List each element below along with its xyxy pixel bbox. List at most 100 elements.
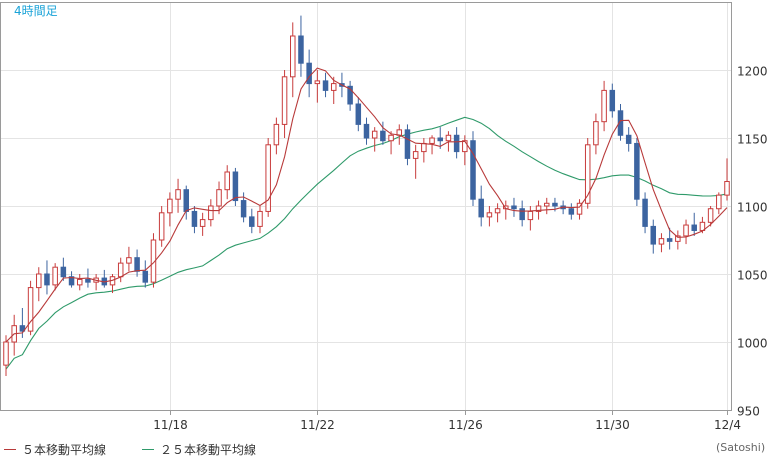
candle-body: [404, 129, 411, 159]
candle-body: [584, 144, 591, 204]
legend: ５本移動平均線 ２５本移動平均線 (Satoshi): [0, 438, 784, 462]
candle-body: [519, 208, 525, 221]
candle-body: [290, 35, 296, 78]
candle-body: [691, 224, 697, 231]
candle-body: [543, 202, 550, 207]
candle-body: [445, 134, 452, 142]
candle-body: [265, 144, 271, 212]
candle-body: [658, 238, 665, 245]
y-tick-label: 1050: [737, 269, 768, 283]
candle-body: [625, 134, 632, 144]
candle-body: [298, 35, 304, 64]
y-tick-label: 1000: [737, 337, 768, 351]
candle: [93, 274, 99, 291]
candle-body: [617, 110, 624, 136]
chart-title: 4時間足: [14, 4, 58, 18]
candle-body: [76, 278, 83, 286]
candle-body: [724, 181, 730, 196]
candle: [576, 199, 583, 220]
candle: [101, 269, 108, 288]
candle-body: [568, 208, 575, 215]
candle-body: [535, 205, 542, 212]
candle: [675, 230, 681, 250]
candle: [642, 192, 648, 234]
candle: [707, 206, 714, 227]
candle: [273, 117, 280, 155]
candle-body: [486, 212, 493, 218]
candle-body: [126, 257, 132, 264]
candle-body: [593, 121, 599, 146]
candle: [347, 80, 353, 111]
candle-body: [650, 225, 657, 245]
candle: [249, 208, 255, 234]
candle: [175, 178, 181, 213]
candle: [117, 257, 124, 283]
candle: [486, 206, 493, 227]
candle: [224, 165, 230, 200]
candle: [158, 206, 165, 247]
candle: [584, 138, 591, 209]
candle-body: [191, 210, 198, 227]
candle: [683, 219, 689, 245]
candle-body: [19, 325, 26, 332]
candle-body: [281, 76, 288, 125]
candle: [421, 138, 427, 163]
candle-body: [150, 239, 157, 283]
candle-body: [208, 205, 214, 221]
candle: [208, 199, 214, 227]
candle: [388, 131, 394, 155]
candle-body: [478, 198, 484, 218]
legend-item-ma25: ２５本移動平均線: [142, 441, 256, 458]
candle-body: [576, 202, 583, 215]
candle-body: [462, 140, 468, 153]
candle-body: [601, 89, 607, 123]
candle: [716, 192, 722, 215]
candle-body: [527, 210, 534, 221]
candle: [290, 22, 296, 98]
ma25-legend-swatch: [142, 449, 154, 450]
candle-body: [437, 137, 443, 142]
candle-body: [470, 140, 476, 200]
candle: [593, 113, 599, 155]
y-tick-label: 1150: [737, 133, 768, 147]
candle-body: [634, 142, 640, 200]
candle: [363, 117, 370, 145]
candle: [142, 260, 149, 288]
candle-body: [642, 198, 648, 227]
x-tick-label: 12/4: [714, 418, 741, 432]
candle-body: [355, 103, 362, 125]
candle: [281, 70, 288, 138]
candle: [412, 144, 419, 179]
candle-body: [249, 216, 255, 227]
candle-body: [52, 266, 58, 286]
unit-label: (Satoshi): [716, 441, 766, 454]
candle: [257, 206, 263, 234]
candle-body: [683, 224, 689, 237]
candle-body: [44, 273, 50, 286]
candle: [298, 15, 304, 77]
candle-body: [666, 238, 673, 242]
candle: [478, 185, 484, 227]
candle-body: [429, 137, 435, 144]
candle: [470, 131, 476, 206]
candle-body: [158, 212, 165, 241]
candle-body: [273, 123, 280, 146]
candle: [314, 70, 321, 103]
candle-body: [609, 89, 616, 112]
candle: [617, 104, 624, 141]
candle: [330, 76, 337, 104]
candle-body: [412, 151, 419, 159]
candle-body: [199, 219, 206, 227]
price-chart: 950 1000 1050 1100 1150 1200 11/18 11/22 11/26 11…: [0, 2, 768, 432]
x-tick-label: 11/18: [153, 418, 188, 432]
candle: [232, 167, 239, 206]
candle: [191, 206, 198, 234]
candle: [437, 127, 443, 149]
ma5-legend-swatch: [4, 449, 16, 450]
legend-item-ma5: ５本移動平均線: [4, 441, 106, 458]
candle: [494, 203, 501, 223]
x-tick-label: 11/30: [595, 418, 630, 432]
candle-body: [257, 210, 263, 227]
candle: [634, 138, 640, 206]
